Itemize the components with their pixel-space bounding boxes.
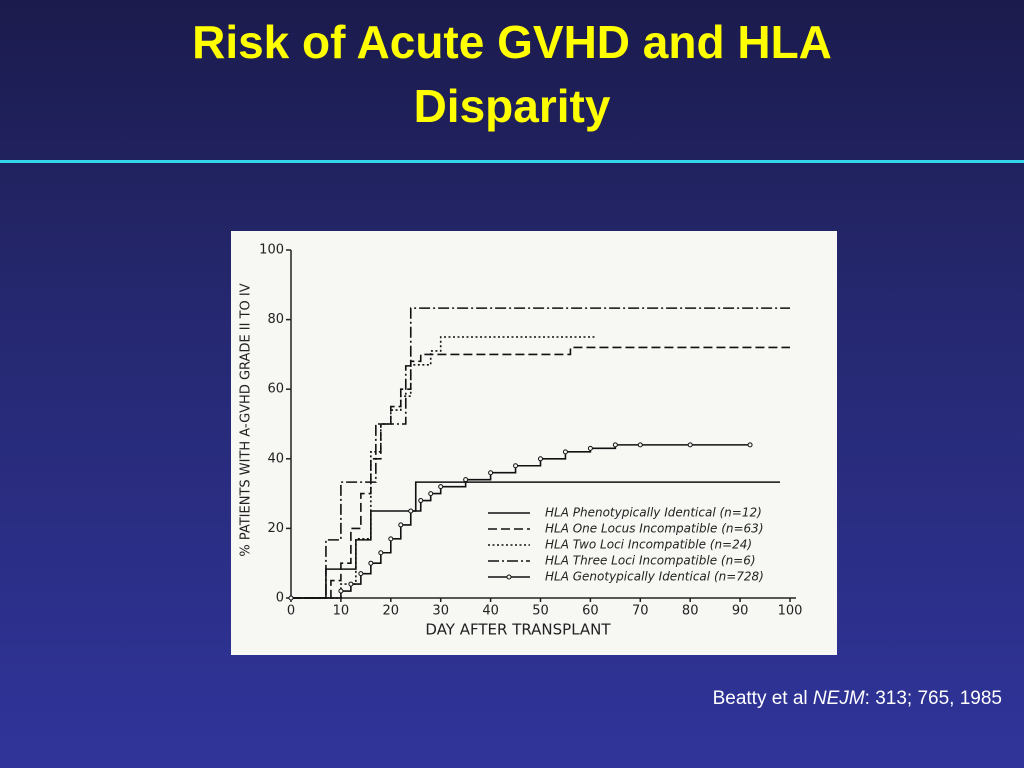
marker xyxy=(338,588,344,594)
y-tick-label: 0 xyxy=(276,591,284,606)
marker xyxy=(637,442,643,448)
marker xyxy=(488,470,494,476)
series-line xyxy=(291,307,790,599)
marker xyxy=(358,571,364,577)
marker xyxy=(398,522,404,528)
marker xyxy=(418,498,424,504)
marker xyxy=(368,560,374,566)
marker xyxy=(513,463,519,469)
legend-label: HLA Two Loci Incompatible (n=24) xyxy=(545,538,752,552)
x-tick-label: 80 xyxy=(682,604,699,619)
x-tick-label: 40 xyxy=(482,604,499,619)
citation-author: Beatty et al xyxy=(712,688,808,709)
marker xyxy=(428,491,434,497)
y-axis-label: % PATIENTS WITH A-GVHD GRADE II TO IV xyxy=(239,283,254,556)
y-tick-label: 80 xyxy=(267,312,284,327)
legend-label: HLA Phenotypically Identical (n=12) xyxy=(545,506,762,520)
slide-title: Risk of Acute GVHD and HLA Disparity xyxy=(192,16,832,132)
marker xyxy=(438,484,444,490)
chart-background xyxy=(231,231,837,655)
y-tick-label: 40 xyxy=(267,451,284,466)
x-tick-label: 20 xyxy=(383,604,400,619)
marker xyxy=(562,449,568,455)
marker xyxy=(288,595,294,601)
marker xyxy=(687,442,693,448)
citation: Beatty et al NEJM: 313; 765, 1985 xyxy=(713,688,1002,710)
series-line xyxy=(291,444,751,599)
legend-label: HLA Genotypically Identical (n=728) xyxy=(545,570,764,584)
x-tick-label: 50 xyxy=(532,604,549,619)
marker xyxy=(348,581,354,587)
marker xyxy=(463,477,469,483)
series-line xyxy=(291,481,781,599)
x-tick-label: 100 xyxy=(778,604,803,619)
marker xyxy=(747,442,753,448)
series-line xyxy=(291,346,790,599)
citation-reference: : 313; 765, 1985 xyxy=(864,688,1002,709)
x-tick-label: 70 xyxy=(632,604,649,619)
x-tick-label: 90 xyxy=(732,604,749,619)
marker xyxy=(587,445,593,451)
y-tick-label: 60 xyxy=(267,382,284,397)
y-tick-label: 100 xyxy=(259,243,284,258)
legend-label: HLA One Locus Incompatible (n=63) xyxy=(545,522,764,536)
marker xyxy=(538,456,543,462)
y-tick-label: 20 xyxy=(267,521,284,536)
marker xyxy=(388,536,394,542)
x-tick-label: 30 xyxy=(432,604,449,619)
x-tick-label: 0 xyxy=(287,604,295,619)
x-tick-label: 10 xyxy=(333,604,350,619)
divider xyxy=(0,160,1024,163)
citation-journal: NEJM xyxy=(812,688,865,709)
x-axis-label: DAY AFTER TRANSPLANT xyxy=(425,621,611,639)
marker xyxy=(408,508,414,514)
legend-label: HLA Three Loci Incompatible (n=6) xyxy=(545,554,756,568)
marker xyxy=(378,550,384,556)
x-tick-label: 60 xyxy=(582,604,599,619)
marker xyxy=(612,442,618,448)
legend-marker xyxy=(506,574,512,580)
series-line xyxy=(291,336,596,599)
